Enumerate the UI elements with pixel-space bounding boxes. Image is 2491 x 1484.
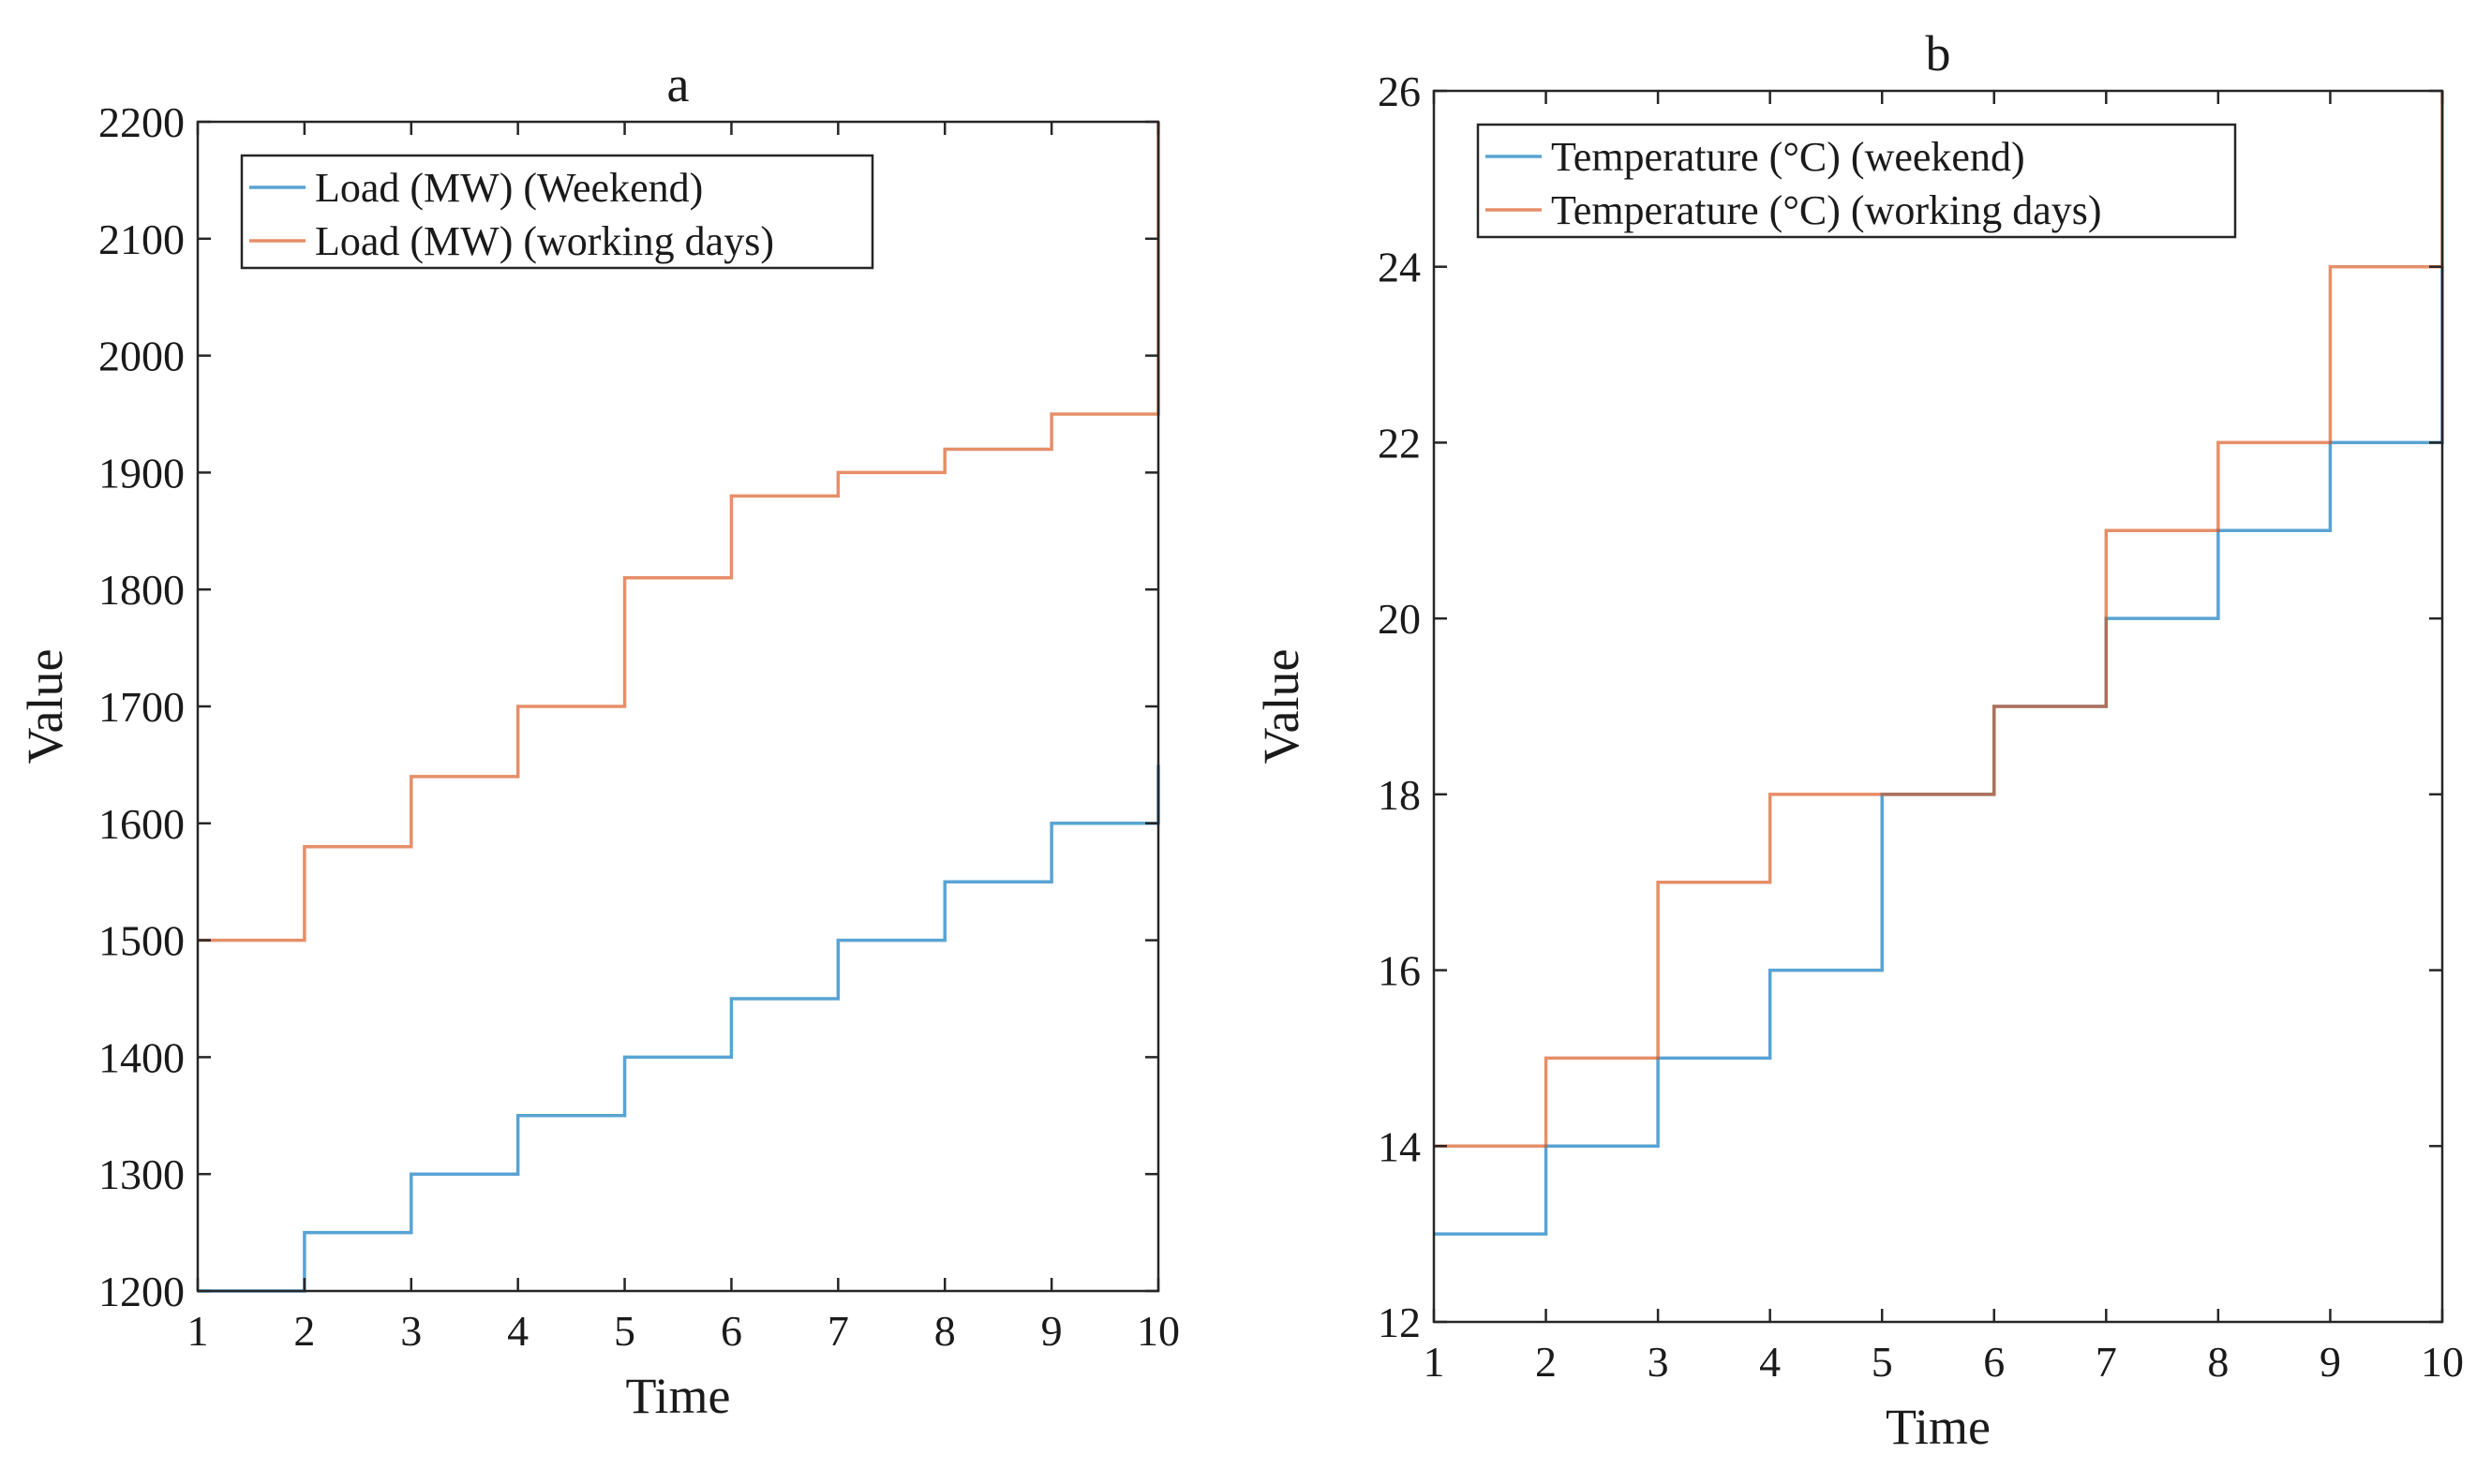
x-tick-label: 1 [1424,1338,1445,1386]
y-tick-label: 22 [1378,419,1421,467]
x-tick-label: 9 [1041,1307,1063,1355]
y-tick-label: 1900 [98,449,185,497]
series-line-weekend [198,764,1160,1293]
y-tick-label: 1400 [98,1033,185,1081]
x-tick-label: 7 [828,1307,849,1355]
legend-box [1476,123,2237,239]
legend-box [240,154,874,270]
series-line-weekend [1434,266,2444,1236]
legend-label-working-days: Temperature (°C) (working days) [1551,187,2102,233]
y-tick-label: 1500 [98,917,185,965]
x-axis-label: Time [1886,1399,1991,1455]
y-tick-label: 1600 [98,800,185,848]
x-tick-label: 4 [507,1307,529,1355]
y-tick-label: 1700 [98,683,185,731]
x-tick-label: 2 [293,1307,315,1355]
plot-frame [1432,89,2444,1324]
x-tick-label: 1 [187,1307,209,1355]
chart-title: a [667,56,690,112]
x-tick-label: 10 [1137,1307,1180,1355]
y-tick-label: 12 [1378,1298,1421,1346]
chart-title: b [1926,25,1951,82]
plot-frame [196,120,1160,1293]
y-tick-label: 2100 [98,215,185,263]
series-line-working-days [198,122,1160,942]
y-tick-label: 14 [1378,1122,1421,1170]
x-axis-label: Time [625,1368,730,1424]
x-tick-label: 3 [1648,1338,1669,1386]
x-tick-label: 8 [2207,1338,2229,1386]
y-axis-label: Value [1253,649,1309,764]
legend-label-weekend: Temperature (°C) (weekend) [1551,134,2025,180]
y-tick-label: 1300 [98,1150,185,1198]
x-tick-label: 4 [1759,1338,1781,1386]
y-tick-label: 1800 [98,566,185,614]
legend: Load (MW) (Weekend) Load (MW) (working da… [240,154,874,270]
x-tick-label: 10 [2421,1338,2464,1386]
y-tick-label: 1200 [98,1268,185,1315]
y-tick-label: 16 [1378,947,1421,995]
y-tick-label: 2200 [98,98,185,146]
y-tick-label: 2000 [98,333,185,380]
y-axis-label: Value [17,649,73,764]
y-tick-label: 24 [1378,244,1421,291]
y-tick-label: 20 [1378,595,1421,643]
y-tick-label: 18 [1378,771,1421,819]
legend: Temperature (°C) (weekend) Temperature (°… [1476,123,2237,239]
chart-panel-a: 1 2 3 4 5 6 7 8 9 10 1200 1300 1400 1500 1600 1700 1800 1… [17,56,1180,1424]
x-tick-label: 8 [934,1307,956,1355]
x-tick-label: 6 [721,1307,742,1355]
x-tick-label: 5 [1872,1338,1893,1386]
legend-label-weekend: Load (MW) (Weekend) [315,165,703,211]
legend-label-working-days: Load (MW) (working days) [315,218,774,264]
x-tick-label: 9 [2319,1338,2341,1386]
x-tick-label: 7 [2096,1338,2117,1386]
x-tick-label: 5 [614,1307,635,1355]
x-tick-label: 2 [1535,1338,1557,1386]
x-tick-label: 3 [400,1307,422,1355]
y-tick-label: 26 [1378,67,1421,115]
series-line-working-days [1434,91,2444,1149]
chart-panel-b: 1 2 3 4 5 6 7 8 9 101214161820222426bTimeValueTem… [1253,25,2464,1455]
x-tick-label: 6 [1983,1338,2005,1386]
